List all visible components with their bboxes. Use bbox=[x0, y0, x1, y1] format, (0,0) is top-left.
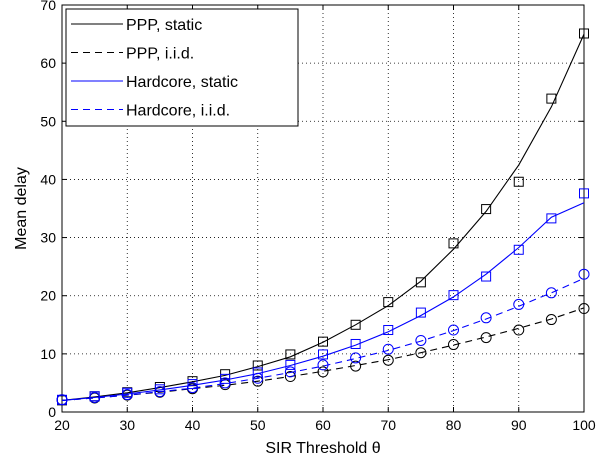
data-point-square bbox=[448, 290, 459, 301]
data-point-square bbox=[579, 28, 589, 39]
x-tick-label: 60 bbox=[315, 417, 331, 433]
data-point-circle bbox=[448, 324, 459, 336]
x-tick-label: 70 bbox=[380, 417, 396, 433]
data-point-circle bbox=[252, 372, 264, 384]
x-tick-label: 100 bbox=[572, 417, 596, 433]
data-point-circle bbox=[448, 339, 459, 351]
y-tick-label: 50 bbox=[40, 113, 56, 129]
data-point-square bbox=[383, 325, 394, 336]
legend-entry-label: PPP, static bbox=[126, 17, 202, 34]
data-point-square bbox=[350, 338, 361, 349]
data-point-circle bbox=[578, 268, 590, 280]
data-point-circle bbox=[415, 347, 427, 359]
y-tick-label: 0 bbox=[48, 404, 56, 420]
data-point-square bbox=[546, 93, 557, 104]
data-point-circle bbox=[513, 324, 525, 336]
data-point-circle bbox=[317, 366, 329, 378]
data-point-circle bbox=[578, 303, 590, 315]
data-point-circle bbox=[382, 354, 394, 366]
data-point-circle bbox=[56, 394, 68, 406]
data-point-circle bbox=[187, 382, 198, 394]
legend-box bbox=[65, 8, 299, 127]
plot-area bbox=[56, 28, 590, 406]
data-point-circle bbox=[382, 343, 394, 355]
data-point-circle bbox=[415, 334, 427, 346]
y-tick-label: 30 bbox=[40, 230, 56, 246]
data-point-circle bbox=[121, 389, 133, 401]
data-point-square bbox=[513, 176, 524, 187]
data-point-square bbox=[285, 359, 296, 370]
data-point-circle bbox=[154, 386, 166, 398]
series-4 bbox=[56, 268, 590, 406]
data-point-circle bbox=[480, 332, 492, 344]
data-point-square bbox=[415, 277, 426, 288]
data-point-square bbox=[546, 213, 557, 224]
data-point-square bbox=[350, 319, 361, 330]
y-axis-label: Mean delay bbox=[13, 167, 30, 250]
x-tick-label: 40 bbox=[185, 417, 201, 433]
data-point-square bbox=[252, 360, 263, 371]
x-tick-label: 30 bbox=[119, 417, 135, 433]
data-point-square bbox=[481, 271, 492, 282]
data-point-square bbox=[383, 297, 394, 308]
data-point-circle bbox=[252, 375, 264, 387]
y-tick-label: 40 bbox=[40, 171, 56, 187]
y-tick-label: 10 bbox=[40, 346, 56, 362]
data-point-square bbox=[579, 188, 589, 199]
data-point-square bbox=[318, 336, 328, 347]
data-point-square bbox=[415, 307, 426, 318]
series-line bbox=[61, 33, 585, 401]
data-point-square bbox=[513, 244, 524, 255]
data-point-square bbox=[285, 349, 296, 360]
data-point-circle bbox=[545, 314, 557, 326]
data-point-square bbox=[252, 367, 263, 378]
data-point-circle bbox=[350, 352, 362, 364]
axes: 20 30 40 50 60 70 80 90 100 0 10 20 30 40 50 60 70 bbox=[40, 0, 595, 433]
data-point-square bbox=[481, 204, 492, 215]
data-point-circle bbox=[350, 360, 362, 372]
x-tick-label: 50 bbox=[250, 417, 266, 433]
data-point-square bbox=[318, 349, 328, 360]
data-point-circle bbox=[284, 366, 296, 378]
y-tick-label: 20 bbox=[40, 288, 56, 304]
data-point-circle bbox=[480, 312, 492, 324]
data-point-square bbox=[220, 373, 231, 384]
series-line bbox=[61, 277, 585, 401]
y-tick-label: 60 bbox=[40, 55, 56, 71]
legend-entry-label: Hardcore, i.i.d. bbox=[126, 103, 230, 120]
x-axis-label: SIR Threshold θ bbox=[265, 440, 380, 457]
data-point-square bbox=[448, 238, 459, 249]
y-tick-label: 70 bbox=[40, 0, 56, 13]
data-point-circle bbox=[545, 287, 557, 299]
data-point-circle bbox=[284, 371, 296, 383]
x-tick-label: 80 bbox=[446, 417, 462, 433]
x-tick-label: 20 bbox=[54, 417, 70, 433]
legend: PPP, static PPP, i.i.d. Hardcore, static Ha… bbox=[65, 8, 299, 127]
legend-entry-label: Hardcore, static bbox=[126, 74, 238, 91]
x-tick-label: 90 bbox=[511, 417, 527, 433]
data-point-circle bbox=[317, 359, 329, 371]
legend-entry-label: PPP, i.i.d. bbox=[126, 46, 194, 63]
data-point-circle bbox=[219, 377, 231, 389]
series-line bbox=[61, 202, 585, 401]
data-point-circle bbox=[89, 391, 101, 403]
data-point-square bbox=[187, 379, 198, 390]
data-point-circle bbox=[513, 298, 525, 310]
